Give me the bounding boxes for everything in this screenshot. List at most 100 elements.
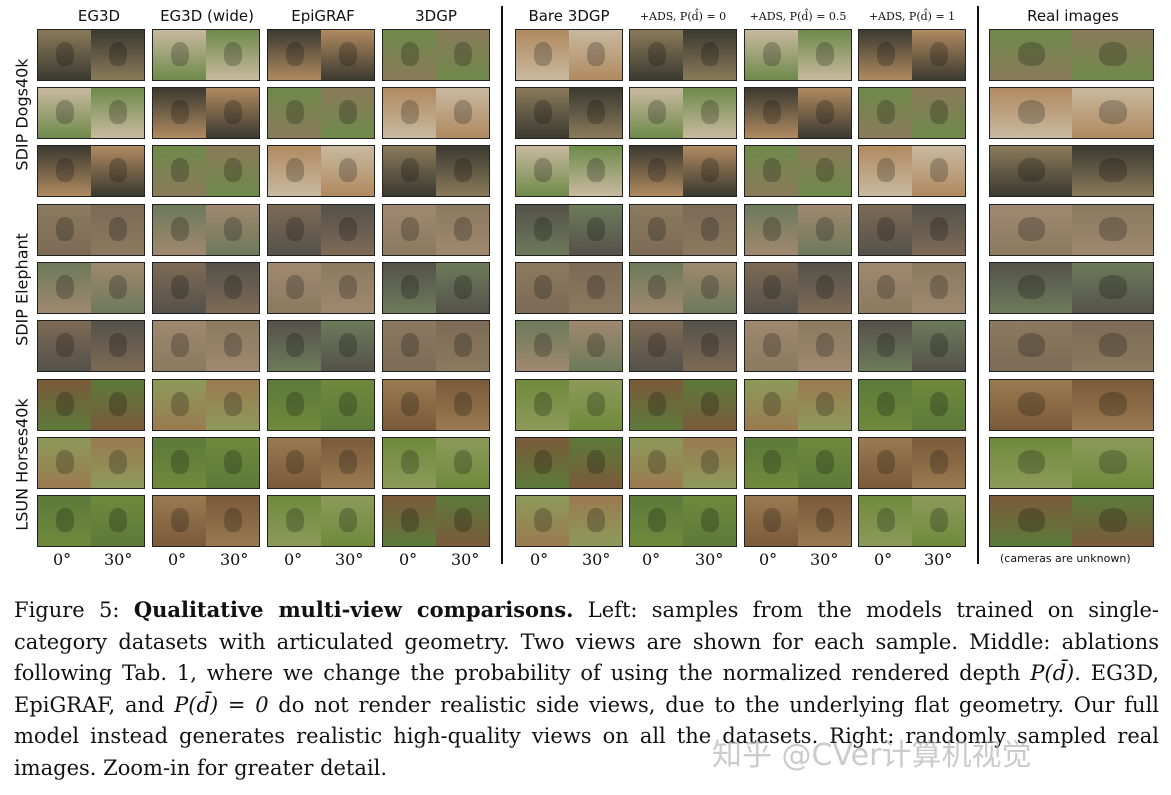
sample-image-tile: [382, 29, 490, 81]
sample-image-tile: [515, 87, 623, 139]
col-header-ads-0: +ADS, P(d̂) = 0: [639, 10, 727, 23]
sample-image-tile: [515, 379, 623, 431]
real-image-tile: [989, 204, 1154, 256]
view-image: [91, 380, 144, 430]
view-image: [268, 438, 321, 488]
view-image: [206, 88, 259, 138]
sample-image-tile: [382, 320, 490, 372]
view-30-label: 30°: [810, 550, 839, 569]
view-image: [321, 438, 374, 488]
sample-image-tile: [267, 87, 375, 139]
view-image: [859, 30, 912, 80]
view-image: [516, 30, 569, 80]
view-image: [683, 88, 736, 138]
sample-image-tile: [629, 262, 737, 314]
sample-image-tile: [382, 145, 490, 197]
view-image: [683, 263, 736, 313]
view-image: [912, 321, 965, 371]
view-0-label: 0°: [530, 550, 549, 569]
view-image: [630, 321, 683, 371]
view-image: [38, 88, 91, 138]
sample-image-tile: [629, 320, 737, 372]
real-image-tile: [989, 379, 1154, 431]
view-0-label: 0°: [642, 550, 661, 569]
view-image: [206, 205, 259, 255]
sample-image-tile: [629, 204, 737, 256]
view-image: [153, 321, 206, 371]
view-image: [153, 380, 206, 430]
view-image: [268, 496, 321, 546]
view-image: [153, 205, 206, 255]
real-image-tile: [989, 262, 1154, 314]
sample-image-tile: [744, 379, 852, 431]
view-image: [745, 263, 798, 313]
col-header-bare-3dgp: Bare 3DGP: [528, 7, 610, 25]
real-image-tile: [989, 145, 1154, 197]
view-image: [859, 88, 912, 138]
real-image-tile: [989, 320, 1154, 372]
row-label-horses: LSUN Horses40k: [12, 398, 32, 531]
view-image: [206, 321, 259, 371]
sample-image-tile: [629, 87, 737, 139]
view-image: [153, 438, 206, 488]
sample-image-tile: [858, 437, 966, 489]
sample-image-tile: [858, 145, 966, 197]
view-image: [798, 146, 851, 196]
view-image: [798, 438, 851, 488]
sample-image-tile: [37, 437, 145, 489]
sample-image-tile: [744, 495, 852, 547]
sample-image-tile: [152, 29, 260, 81]
view-image: [569, 438, 622, 488]
view-image: [745, 146, 798, 196]
view-image: [1071, 263, 1153, 313]
view-image: [383, 88, 436, 138]
view-image: [153, 263, 206, 313]
col-header-ads-1: +ADS, P(d̂) = 1: [868, 10, 956, 23]
view-image: [516, 380, 569, 430]
caption-math-1: P(d̄).: [1030, 661, 1081, 685]
view-image: [912, 438, 965, 488]
caption-text-3: do not render realistic side views, due …: [14, 692, 1159, 780]
view-image: [630, 30, 683, 80]
view-image: [798, 496, 851, 546]
view-image: [268, 88, 321, 138]
caption-text-2: EG3D, EpiGRAF, and: [14, 661, 1160, 717]
view-image: [516, 88, 569, 138]
view-30-label: 30°: [104, 550, 133, 569]
sample-image-tile: [267, 495, 375, 547]
view-image: [383, 30, 436, 80]
sample-image-tile: [152, 437, 260, 489]
cameras-unknown-note: (cameras are unknown): [1000, 552, 1131, 565]
sample-image-tile: [629, 495, 737, 547]
view-image: [321, 88, 374, 138]
sample-image-tile: [152, 320, 260, 372]
view-image: [38, 321, 91, 371]
view-image: [436, 30, 489, 80]
sample-image-tile: [515, 145, 623, 197]
sample-image-tile: [744, 87, 852, 139]
sample-image-tile: [744, 320, 852, 372]
view-image: [436, 380, 489, 430]
sample-image-tile: [515, 204, 623, 256]
view-image: [383, 263, 436, 313]
view-image: [1071, 88, 1153, 138]
view-image: [569, 380, 622, 430]
sample-image-tile: [382, 262, 490, 314]
view-image: [153, 30, 206, 80]
view-image: [912, 146, 965, 196]
view-image: [268, 263, 321, 313]
view-image: [745, 438, 798, 488]
sample-image-tile: [858, 262, 966, 314]
view-image: [569, 263, 622, 313]
view-0-label: 0°: [168, 550, 187, 569]
caption-math-2: P(d̄) = 0: [174, 692, 269, 717]
view-image: [38, 146, 91, 196]
view-30-label: 30°: [695, 550, 724, 569]
view-image: [1071, 438, 1153, 488]
view-image: [91, 496, 144, 546]
view-image: [912, 205, 965, 255]
view-image: [436, 321, 489, 371]
view-image: [91, 146, 144, 196]
view-0-label: 0°: [399, 550, 418, 569]
view-image: [912, 263, 965, 313]
